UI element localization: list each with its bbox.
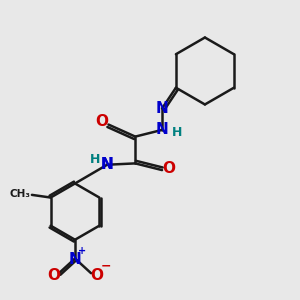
Text: N: N <box>69 252 81 267</box>
Text: H: H <box>172 126 182 139</box>
Text: N: N <box>101 157 113 172</box>
Text: O: O <box>95 114 108 129</box>
Text: −: − <box>100 260 111 273</box>
Text: O: O <box>48 268 61 283</box>
Text: O: O <box>91 268 103 283</box>
Text: N: N <box>156 101 168 116</box>
Text: +: + <box>78 246 86 256</box>
Text: O: O <box>162 161 175 176</box>
Text: CH₃: CH₃ <box>10 188 31 199</box>
Text: N: N <box>156 122 168 137</box>
Text: H: H <box>90 153 100 167</box>
Text: N: N <box>101 157 113 172</box>
